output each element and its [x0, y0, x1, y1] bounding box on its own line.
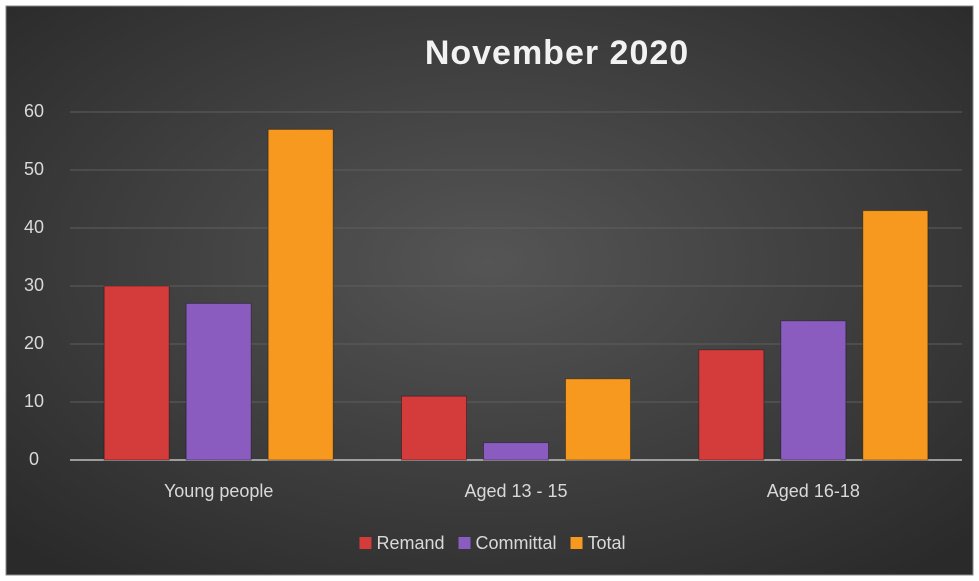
x-tick-label: Aged 16-18: [767, 481, 860, 501]
y-tick-label: 40: [24, 217, 44, 237]
y-tick-label: 60: [24, 101, 44, 121]
x-tick-label: Young people: [164, 481, 273, 501]
bar: [698, 349, 765, 461]
bar: [565, 378, 631, 461]
legend-swatch: [458, 537, 471, 549]
y-tick-label: 20: [24, 333, 44, 353]
bar: [483, 442, 549, 461]
y-tick-label: 50: [24, 159, 44, 179]
bar: [267, 128, 334, 461]
legend-swatch: [570, 537, 583, 549]
legend-label: Total: [588, 533, 626, 553]
bar: [185, 302, 252, 461]
legend-label: Remand: [376, 533, 444, 553]
bar: [780, 320, 847, 461]
x-tick-label: Aged 13 - 15: [464, 481, 567, 501]
legend-label: Committal: [476, 533, 557, 553]
bar: [401, 395, 467, 461]
chart-title: November 2020: [425, 34, 689, 72]
y-tick-label: 30: [24, 275, 44, 295]
legend-swatch: [359, 537, 372, 549]
bar: [862, 210, 929, 461]
bar: [103, 285, 170, 461]
y-tick-label: 10: [24, 391, 44, 411]
y-tick-label: 0: [29, 449, 39, 469]
